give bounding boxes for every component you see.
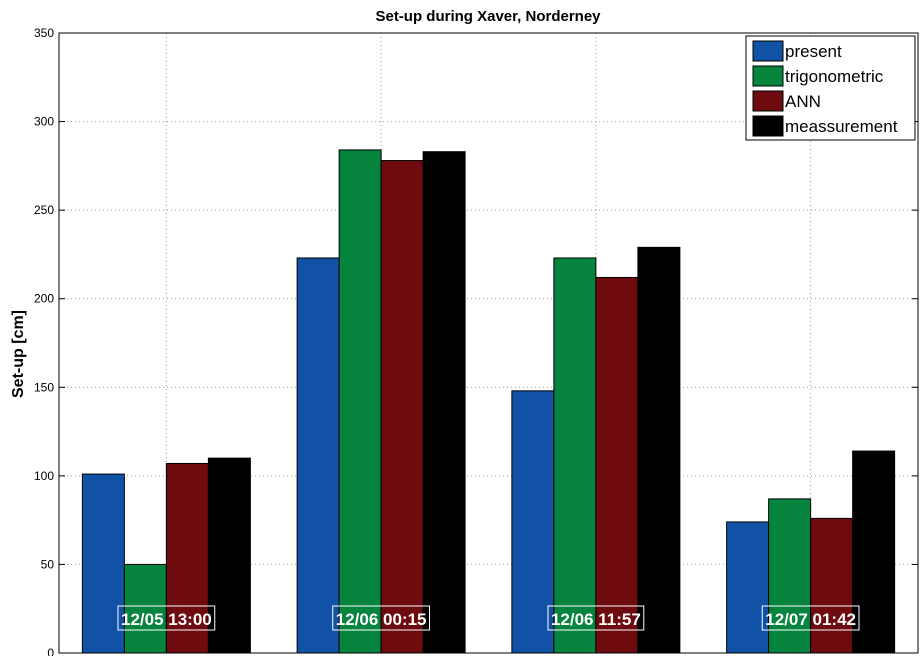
legend-swatch-ann <box>752 90 784 112</box>
y-tick-label: 50 <box>41 557 55 571</box>
bar-trigonometric-1 <box>123 563 167 654</box>
bar-trigonometric-3 <box>553 257 597 654</box>
plot-frame <box>58 32 919 654</box>
category-label-box <box>332 605 430 631</box>
y-axis-label: Set-up [cm] <box>10 310 27 398</box>
legend-label-trigonometric: trigonometric <box>785 67 884 86</box>
legend: present trigonometric ANN meassurement <box>745 35 916 141</box>
y-tick-label: 200 <box>34 292 54 306</box>
bar-present-2 <box>296 257 340 654</box>
legend-label-ann: ANN <box>785 92 821 111</box>
chart-title: Set-up during Xaver, Norderney <box>375 8 601 25</box>
bar-meassurement-2 <box>422 151 466 654</box>
category-label-3: 12/06 11:57 <box>547 605 645 631</box>
bar-ann-1 <box>165 462 209 654</box>
bar-meassurement-3 <box>637 246 681 654</box>
bar-trigonometric-2 <box>338 149 382 654</box>
category-label-4: 12/07 01:42 <box>761 605 860 631</box>
y-tick-label: 0 <box>47 646 54 656</box>
y-tick-label: 350 <box>34 26 54 40</box>
legend-swatch-present <box>752 40 784 62</box>
y-tick-label: 100 <box>34 469 54 483</box>
category-label-text: 12/06 00:15 <box>336 610 427 629</box>
bar-present-3 <box>511 390 555 654</box>
legend-label-meassurement: meassurement <box>785 117 898 136</box>
category-label-text: 12/05 13:00 <box>121 610 212 629</box>
y-tick-label: 250 <box>34 203 54 217</box>
bar-ann-3 <box>595 276 639 654</box>
y-tick-labels: 0 50 100 150 200 250 300 350 <box>34 26 54 656</box>
category-label-box <box>761 605 860 631</box>
axes <box>58 32 919 654</box>
category-label-box <box>117 605 216 631</box>
bar-ann-4 <box>810 517 854 654</box>
bar-present-4 <box>726 521 770 654</box>
category-annotations: 12/05 13:00 12/06 00:15 12/06 11:57 12/07 0… <box>117 605 860 631</box>
legend-swatch-trigonometric <box>752 65 784 87</box>
y-tick-label: 300 <box>34 115 54 129</box>
category-label-text: 12/06 11:57 <box>551 610 641 629</box>
category-label-2: 12/06 00:15 <box>332 605 430 631</box>
bar-meassurement-1 <box>207 457 251 654</box>
bars <box>81 149 896 654</box>
bar-meassurement-4 <box>852 450 896 654</box>
category-label-box <box>547 605 645 631</box>
category-label-text: 12/07 01:42 <box>765 610 856 629</box>
legend-label-present: present <box>785 42 842 61</box>
bar-ann-2 <box>380 160 424 654</box>
category-label-1: 12/05 13:00 <box>117 605 216 631</box>
legend-swatch-meassurement <box>752 115 784 137</box>
y-tick-label: 150 <box>34 380 54 394</box>
